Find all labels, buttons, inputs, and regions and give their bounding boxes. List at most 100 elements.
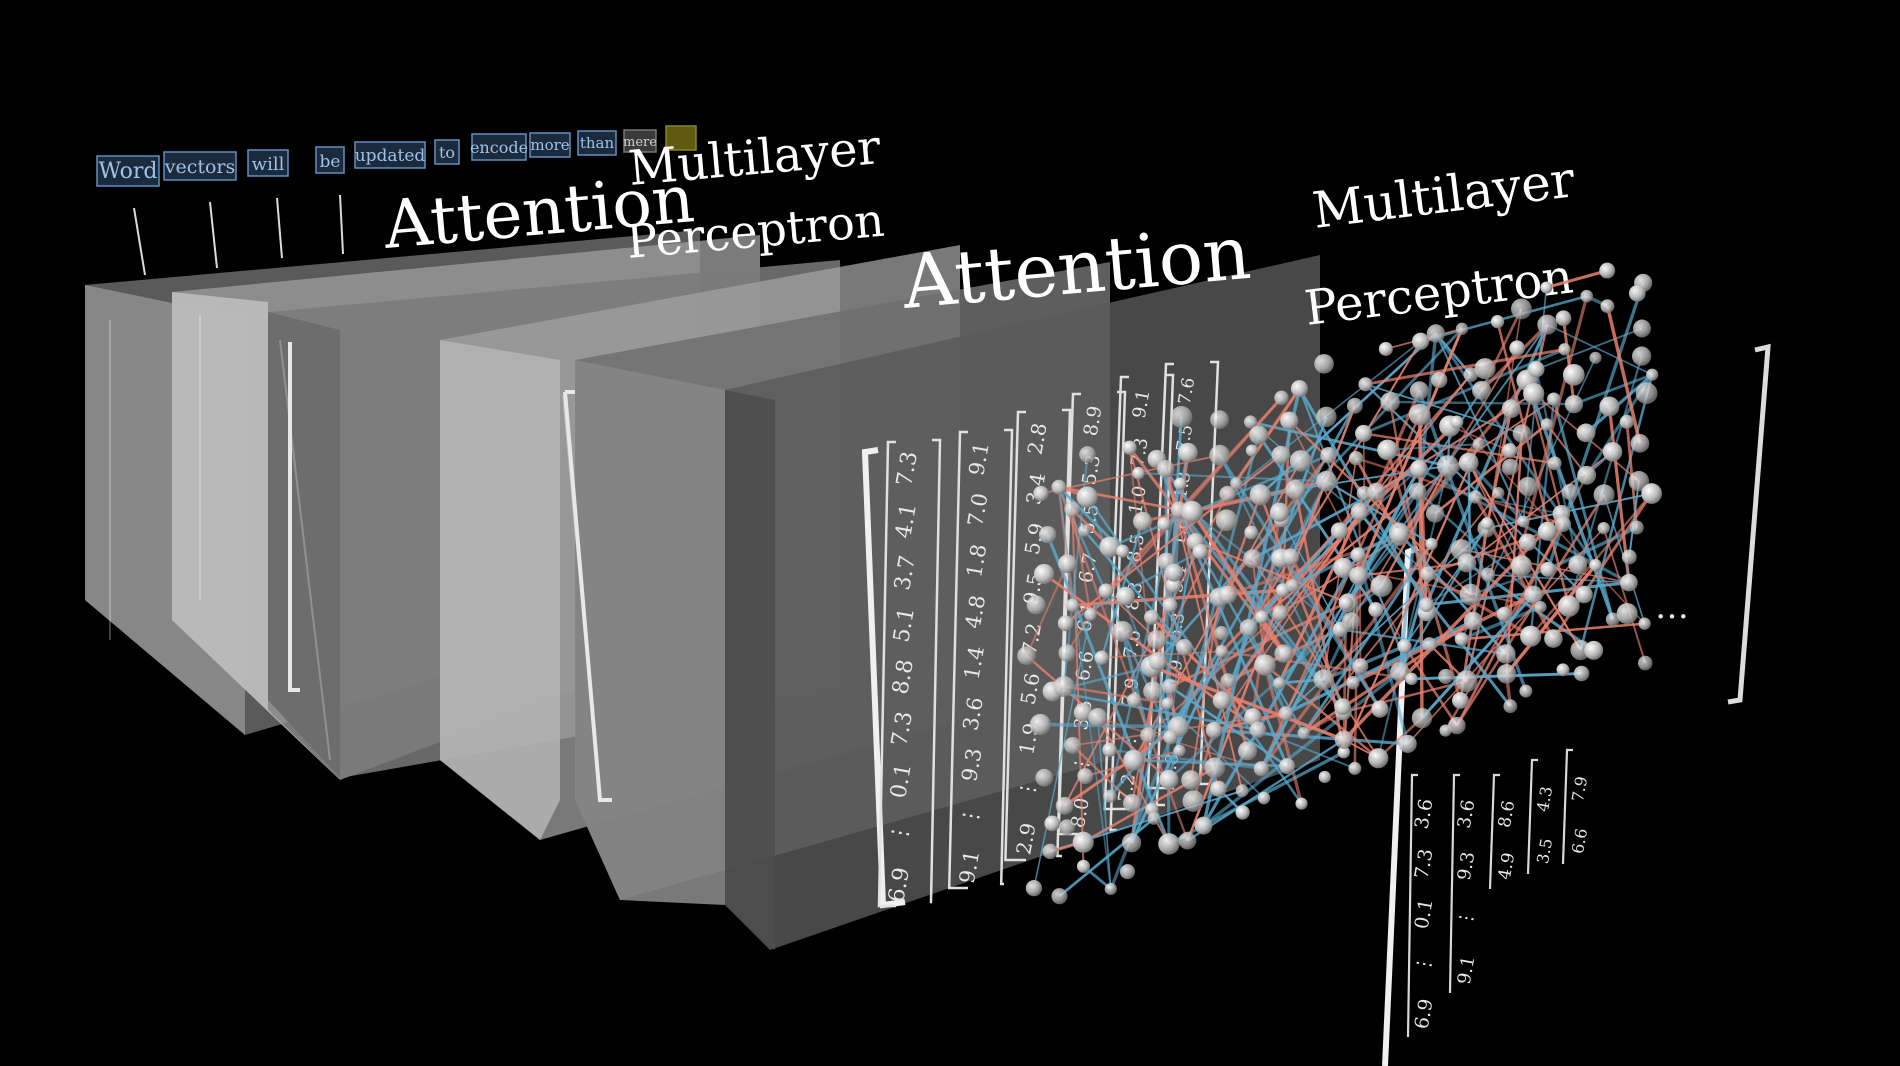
network-node — [1038, 525, 1057, 544]
network-node — [1243, 549, 1263, 569]
network-edge — [1071, 509, 1092, 615]
network-node — [1215, 509, 1238, 532]
vector-bracket-left — [1561, 748, 1573, 865]
network-edge — [1605, 305, 1642, 444]
network-node — [1367, 482, 1386, 501]
network-node — [1455, 670, 1478, 693]
network-node — [1112, 620, 1134, 642]
token: vectors — [163, 151, 237, 181]
network-node — [1161, 678, 1179, 695]
matrix-bracket — [861, 447, 906, 909]
network-node — [1534, 600, 1547, 614]
token-highlight — [665, 125, 697, 151]
vector-value: 2.9 — [1011, 821, 1040, 856]
network-node — [1205, 721, 1223, 739]
network-node — [1528, 361, 1545, 378]
token-row: Word vectors will be updated to encode — [96, 125, 697, 276]
vector-bracket-left — [947, 430, 968, 890]
network-node — [1338, 596, 1353, 611]
network-edge — [1202, 554, 1360, 827]
vector-column: 8.6 4.9 — [1488, 773, 1519, 890]
network-node — [1238, 741, 1258, 761]
network-node — [1289, 450, 1312, 472]
mlp-label-line1: Multilayer — [626, 119, 882, 197]
network-node — [1182, 790, 1205, 812]
network-node — [1458, 452, 1479, 473]
network-edge — [1281, 518, 1341, 630]
vector-bracket-right — [1056, 408, 1072, 858]
token: be — [315, 146, 345, 174]
token: to — [434, 139, 460, 165]
vector-column: 3.6 7.3 0.1 ⋮ 6.9 — [1406, 773, 1438, 1038]
network-node — [1173, 744, 1186, 757]
network-node — [1017, 646, 1037, 666]
network-node — [1318, 770, 1331, 784]
network-node — [1431, 371, 1448, 389]
network-node — [1079, 446, 1096, 463]
network-node — [1051, 479, 1067, 495]
vector-column: 7.3 4.1 3.7 5.1 8.8 7.3 0.1 ⋮ 6.9 — [877, 438, 942, 908]
network-node — [1163, 730, 1178, 745]
network-node — [1450, 415, 1464, 429]
vector-value: 4.9 — [1495, 851, 1519, 881]
network-node — [1448, 716, 1466, 735]
network-node — [1480, 567, 1496, 582]
network-edge — [1257, 728, 1356, 770]
network-node — [1102, 742, 1117, 758]
network-node — [1269, 502, 1290, 522]
vector-value: 3.6 — [1411, 797, 1438, 831]
network-node — [1088, 708, 1108, 727]
network-node — [1076, 486, 1098, 508]
network-node — [1348, 761, 1362, 775]
network-node — [1209, 444, 1231, 466]
network-node — [1210, 780, 1227, 797]
vector-value: 7.0 — [963, 491, 992, 528]
network-node — [1158, 833, 1180, 855]
vector-value: 3.5 — [1533, 837, 1556, 865]
network-node — [1388, 522, 1410, 544]
vector-value: 6.9 — [1411, 997, 1438, 1031]
network-edge — [1358, 511, 1362, 667]
network-node — [1333, 557, 1354, 579]
network-edge — [1356, 554, 1410, 745]
network-node — [1337, 745, 1350, 759]
network-node — [1605, 612, 1620, 627]
network-node — [1144, 609, 1160, 625]
network-edge — [1628, 481, 1640, 558]
network-node — [1409, 381, 1429, 401]
network-node — [1116, 544, 1130, 558]
network-node — [1576, 423, 1596, 443]
network-node — [1510, 555, 1533, 577]
token: updated — [354, 141, 426, 169]
network-edge — [1403, 527, 1488, 647]
vector-value: 7.3 — [887, 709, 918, 748]
network-node — [1472, 380, 1492, 400]
token-label: mere — [623, 135, 657, 150]
network-node — [1454, 632, 1469, 647]
token-connectors — [133, 194, 344, 276]
network-node — [1103, 789, 1117, 803]
network-node — [1589, 351, 1602, 364]
vector-value: 7.6 — [1175, 376, 1199, 406]
network-node — [1215, 644, 1229, 658]
mlp-label-line2: Perceptron — [1302, 248, 1576, 336]
network-node — [1220, 673, 1236, 689]
network-node — [1517, 515, 1530, 528]
vector-bracket-right — [1198, 360, 1220, 786]
vector-value: 5.6 — [1016, 671, 1045, 706]
network-node — [1178, 831, 1197, 850]
network-node — [1073, 703, 1093, 722]
network-node — [1123, 749, 1145, 771]
network-node — [1348, 450, 1364, 466]
network-edge — [1403, 645, 1459, 727]
network-node — [1313, 669, 1335, 690]
vector-value: 8.8 — [888, 657, 919, 696]
network-node — [1397, 639, 1412, 654]
network-node — [1419, 597, 1434, 613]
network-node — [1370, 575, 1393, 598]
vector-value: 6.9 — [884, 865, 915, 904]
network-node — [1490, 315, 1505, 329]
network-node — [1492, 487, 1505, 500]
network-node — [1099, 536, 1121, 558]
network-node — [1147, 812, 1161, 825]
